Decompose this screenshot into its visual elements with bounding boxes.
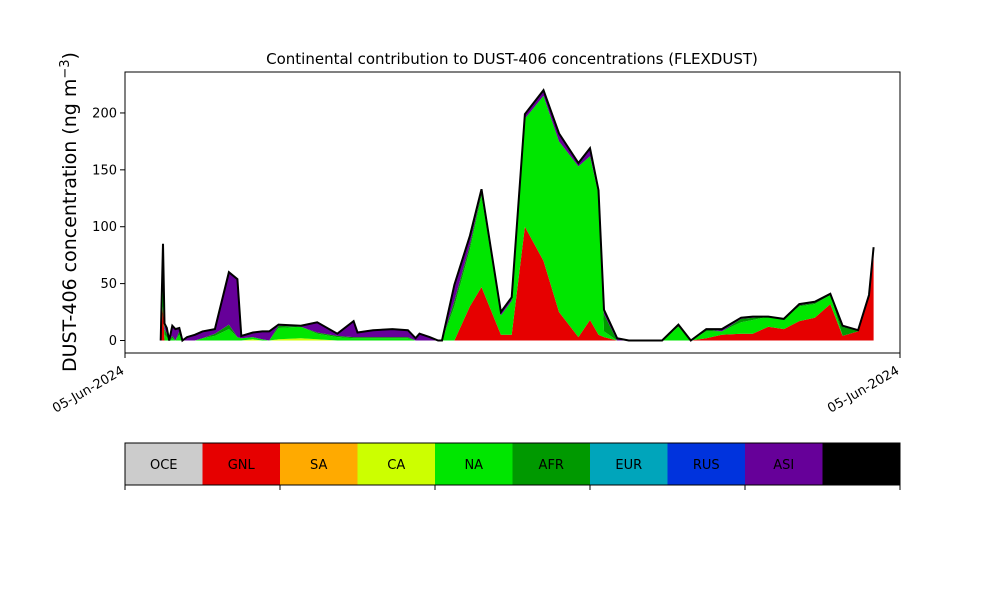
legend-label: EUR [615,458,642,473]
legend-frame [124,442,901,486]
legend-swatch-sa [280,443,358,485]
stacked-areas [160,90,874,341]
legend-label: OCE [150,458,178,473]
area-na [160,95,874,341]
y-tick-label: 150 [92,163,117,178]
legend-label: AFR [539,458,564,473]
legend-swatch-asi [745,443,823,485]
chart-title: Continental contribution to DUST-406 con… [266,50,758,68]
total-outline [159,88,875,343]
legend-swatch-na [435,443,513,485]
y-tick-label: 200 [92,106,117,121]
legend-swatch-eur [590,443,668,485]
x-tick-label: 05-Jun-2024 [825,363,902,416]
legend-label: CA [387,458,405,473]
legend-label: GNL [228,458,256,473]
legend-label: SA [310,458,327,473]
area-gnl [160,226,874,341]
legend-swatch-afr [512,443,591,485]
legend-label: ASI [773,458,794,473]
y-tick-label: 0 [109,334,117,349]
x-axis: 05-Jun-2024 05-Jun-2024 [50,353,902,416]
legend-swatch-rus [667,443,746,485]
legend-colorbar: OCE GNL SA CA NA AFR EUR RUS ASI AUS [124,442,901,490]
legend-label: RUS [693,458,720,473]
legend-swatch-oce [125,443,203,485]
legend-swatch-gnl [202,443,281,485]
area-asi [160,91,874,341]
legend-swatch-ca [357,443,436,485]
y-axis-label: DUST-406 concentration (ng m−3) [58,52,82,372]
legend-label: NA [464,458,483,473]
y-tick-label: 50 [100,277,117,292]
legend-label: AUS [848,458,875,473]
y-axis: 0 50 100 150 200 [92,106,125,349]
plot-frame [124,71,901,354]
y-tick-label: 100 [92,220,117,235]
legend-swatch-aus [822,443,901,485]
